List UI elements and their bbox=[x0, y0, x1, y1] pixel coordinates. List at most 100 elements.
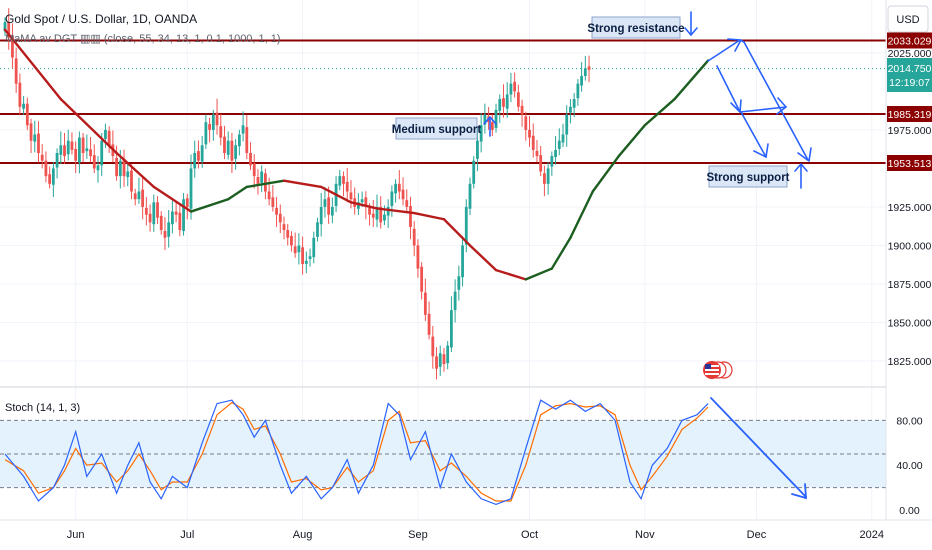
candle-body[interactable] bbox=[137, 191, 141, 200]
candle-body[interactable] bbox=[260, 171, 264, 183]
candle-body[interactable] bbox=[457, 276, 461, 290]
candle-body[interactable] bbox=[22, 103, 25, 109]
candle-body[interactable] bbox=[237, 134, 241, 147]
candle-body[interactable] bbox=[219, 126, 223, 138]
candle-body[interactable] bbox=[197, 151, 200, 161]
candle-body[interactable] bbox=[557, 140, 561, 149]
projection-path-2[interactable] bbox=[716, 65, 787, 113]
candle-body[interactable] bbox=[115, 157, 118, 177]
candle-body[interactable] bbox=[308, 256, 312, 260]
candle-body[interactable] bbox=[394, 183, 397, 194]
candle-body[interactable] bbox=[464, 206, 468, 245]
candles[interactable] bbox=[3, 8, 591, 380]
candle-body[interactable] bbox=[323, 199, 327, 207]
candle-body[interactable] bbox=[409, 206, 412, 227]
candle-body[interactable] bbox=[435, 356, 438, 369]
candle-body[interactable] bbox=[92, 155, 96, 169]
candle-body[interactable] bbox=[297, 245, 301, 253]
candle-body[interactable] bbox=[182, 199, 185, 231]
candle-body[interactable] bbox=[286, 230, 290, 238]
candle-body[interactable] bbox=[178, 212, 182, 231]
candle-body[interactable] bbox=[33, 134, 37, 142]
candle-body[interactable] bbox=[572, 99, 576, 108]
candle-body[interactable] bbox=[569, 106, 572, 113]
candle-body[interactable] bbox=[498, 99, 502, 111]
candle-body[interactable] bbox=[85, 148, 89, 152]
candle-body[interactable] bbox=[483, 114, 487, 125]
callout-strong-support[interactable]: Strong support bbox=[706, 165, 790, 188]
projection-path-4[interactable] bbox=[743, 41, 809, 161]
callout-strong-resistance[interactable]: Strong resistance bbox=[587, 16, 685, 39]
candle-body[interactable] bbox=[312, 237, 316, 258]
candle-body[interactable] bbox=[226, 140, 230, 155]
candle-body[interactable] bbox=[282, 224, 286, 231]
candle-body[interactable] bbox=[189, 168, 193, 209]
projection-path-3[interactable] bbox=[740, 111, 767, 158]
candle-body[interactable] bbox=[535, 150, 539, 157]
candle-body[interactable] bbox=[401, 189, 405, 200]
currency-button[interactable] bbox=[887, 5, 929, 33]
candle-body[interactable] bbox=[304, 260, 308, 264]
candle-body[interactable] bbox=[63, 145, 66, 157]
candle-body[interactable] bbox=[565, 114, 569, 135]
candle-body[interactable] bbox=[546, 168, 550, 184]
candle-body[interactable] bbox=[453, 291, 457, 311]
candle-body[interactable] bbox=[3, 22, 7, 32]
candle-body[interactable] bbox=[550, 156, 554, 167]
candle-body[interactable] bbox=[301, 247, 304, 264]
candle-body[interactable] bbox=[431, 336, 435, 357]
candle-body[interactable] bbox=[383, 214, 386, 221]
candle-body[interactable] bbox=[96, 165, 100, 171]
candle-body[interactable] bbox=[513, 81, 517, 92]
candle-body[interactable] bbox=[185, 198, 189, 207]
candle-body[interactable] bbox=[193, 153, 197, 169]
candle-body[interactable] bbox=[494, 109, 498, 129]
candle-body[interactable] bbox=[554, 149, 557, 158]
candle-body[interactable] bbox=[267, 191, 271, 200]
candle-body[interactable] bbox=[14, 58, 18, 84]
candle-body[interactable] bbox=[167, 222, 171, 237]
candle-body[interactable] bbox=[230, 140, 234, 161]
candle-body[interactable] bbox=[342, 176, 345, 184]
candle-body[interactable] bbox=[51, 168, 55, 185]
candle-body[interactable] bbox=[476, 140, 479, 159]
candle-body[interactable] bbox=[345, 181, 349, 192]
candle-body[interactable] bbox=[234, 145, 238, 159]
candle-body[interactable] bbox=[290, 235, 293, 246]
candle-body[interactable] bbox=[171, 211, 174, 225]
candle-body[interactable] bbox=[44, 160, 48, 177]
candle-body[interactable] bbox=[141, 189, 145, 207]
candle-body[interactable] bbox=[118, 160, 122, 177]
candle-body[interactable] bbox=[327, 197, 331, 215]
candle-body[interactable] bbox=[81, 137, 85, 154]
callout-medium-support[interactable]: Medium support bbox=[392, 117, 482, 140]
candle-body[interactable] bbox=[174, 211, 178, 215]
candle-body[interactable] bbox=[583, 68, 587, 76]
candle-body[interactable] bbox=[152, 202, 156, 225]
candle-body[interactable] bbox=[379, 206, 383, 223]
candle-body[interactable] bbox=[357, 202, 360, 209]
candle-body[interactable] bbox=[252, 163, 256, 177]
candle-body[interactable] bbox=[130, 170, 133, 192]
candle-body[interactable] bbox=[126, 171, 130, 178]
candle-body[interactable] bbox=[156, 202, 159, 218]
candle-body[interactable] bbox=[74, 148, 78, 161]
candle-body[interactable] bbox=[516, 92, 520, 107]
candle-body[interactable] bbox=[211, 114, 215, 130]
candle-body[interactable] bbox=[543, 173, 546, 184]
candle-body[interactable] bbox=[576, 83, 580, 99]
candle-body[interactable] bbox=[446, 345, 450, 364]
candle-body[interactable] bbox=[420, 266, 424, 292]
candle-body[interactable] bbox=[587, 66, 591, 70]
candle-body[interactable] bbox=[122, 158, 126, 177]
stoch-axis[interactable]: 80.00 40.00 0.00 bbox=[896, 415, 922, 517]
candle-body[interactable] bbox=[293, 246, 297, 254]
candle-body[interactable] bbox=[416, 245, 420, 269]
candle-body[interactable] bbox=[159, 215, 163, 231]
candle-body[interactable] bbox=[70, 141, 74, 150]
candle-body[interactable] bbox=[100, 140, 104, 166]
stochastic-pane[interactable] bbox=[0, 399, 886, 506]
candle-body[interactable] bbox=[264, 173, 267, 192]
candle-body[interactable] bbox=[245, 127, 249, 154]
